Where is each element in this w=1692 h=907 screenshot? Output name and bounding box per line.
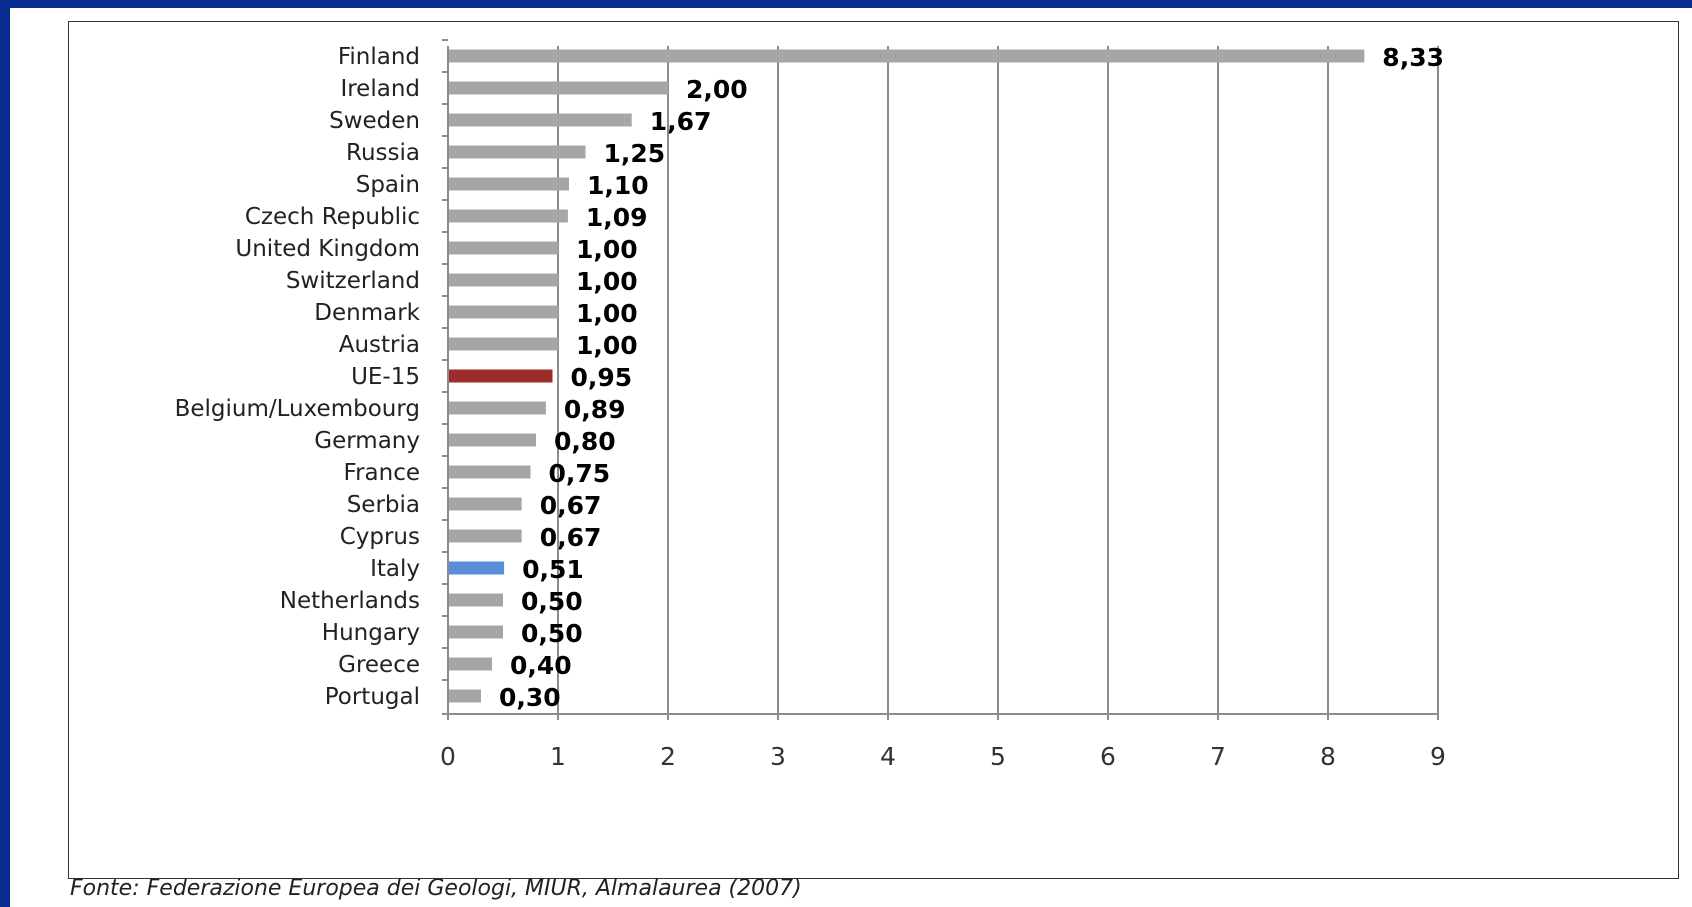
category-label: Italy	[370, 556, 420, 582]
category-label: Sweden	[329, 108, 420, 134]
category-label: Spain	[356, 172, 420, 198]
x-tick-label: 0	[440, 742, 456, 771]
value-label: 0,80	[554, 427, 616, 456]
category-label: Czech Republic	[245, 204, 420, 230]
slide: Finland Ireland Sweden Russia Spain Czech Rep…	[10, 8, 1692, 907]
category-label: United Kingdom	[235, 236, 420, 262]
x-tick-label: 8	[1320, 742, 1336, 771]
category-label: UE-15	[351, 364, 420, 390]
category-label: Ireland	[340, 76, 420, 102]
bar	[448, 113, 632, 127]
bar	[448, 529, 522, 543]
category-label: Greece	[338, 652, 420, 678]
value-label: 8,33	[1382, 43, 1444, 72]
bar	[448, 145, 586, 159]
value-label: 0,50	[521, 587, 583, 616]
gridlines	[557, 46, 1439, 714]
value-label: 1,00	[576, 267, 638, 296]
value-label: 0,51	[522, 555, 584, 584]
value-label: 1,00	[576, 299, 638, 328]
bar	[448, 241, 558, 255]
x-tick-label: 6	[1100, 742, 1116, 771]
x-tick-label: 3	[770, 742, 786, 771]
category-label: Switzerland	[286, 268, 420, 294]
bar	[448, 209, 568, 223]
x-tick-label: 4	[880, 742, 896, 771]
bar	[448, 81, 668, 95]
category-label: Netherlands	[280, 588, 420, 614]
bar	[448, 177, 569, 191]
value-label: 1,25	[604, 139, 666, 168]
value-label: 2,00	[686, 75, 748, 104]
bar	[448, 49, 1365, 63]
value-label: 1,10	[587, 171, 649, 200]
bar	[448, 433, 536, 447]
value-label: 0,67	[540, 523, 602, 552]
x-tick-label: 1	[550, 742, 566, 771]
value-label: 0,89	[564, 395, 626, 424]
category-label: Cyprus	[340, 524, 420, 550]
bar	[448, 401, 546, 415]
bar	[448, 689, 481, 703]
value-label: 0,75	[549, 459, 611, 488]
x-tick-label: 7	[1210, 742, 1226, 771]
bar	[448, 337, 558, 351]
value-label: 1,67	[650, 107, 712, 136]
category-label: Germany	[314, 428, 420, 454]
x-tick-label: 5	[990, 742, 1006, 771]
bar	[448, 305, 558, 319]
bar-chart: Finland Ireland Sweden Russia Spain Czech Rep…	[175, 39, 1446, 771]
value-label: 0,50	[521, 619, 583, 648]
value-label: 0,67	[540, 491, 602, 520]
x-tick-label: 9	[1430, 742, 1446, 771]
value-label: 0,40	[510, 651, 572, 680]
bar	[448, 465, 531, 479]
x-tick-label: 2	[660, 742, 676, 771]
bar	[448, 273, 558, 287]
bars	[448, 49, 1365, 703]
category-label: Austria	[339, 332, 420, 358]
value-labels: 8,33 2,00 1,67 1,25 1,10 1,09 1,00 1,00 1,00 1,00…	[499, 43, 1444, 712]
bar	[448, 593, 503, 607]
x-tick-labels: 0 1 2 3 4 5 6 7 8 9	[440, 742, 1446, 771]
category-label: France	[344, 460, 420, 486]
category-label: Belgium/Luxembourg	[175, 396, 420, 422]
category-label: Russia	[346, 140, 420, 166]
category-label: Portugal	[325, 684, 420, 710]
category-label: Serbia	[347, 492, 420, 518]
bar	[448, 369, 553, 383]
category-labels: Finland Ireland Sweden Russia Spain Czech Rep…	[175, 44, 421, 710]
category-label: Finland	[338, 44, 420, 70]
bar	[448, 561, 505, 575]
value-label: 1,00	[576, 331, 638, 360]
value-label: 1,09	[586, 203, 648, 232]
chart-frame	[68, 21, 1679, 879]
value-label: 0,95	[571, 363, 633, 392]
source-note: Fonte: Federazione Europea dei Geologi, …	[70, 876, 802, 901]
bar	[448, 497, 522, 511]
bar	[448, 625, 503, 639]
value-label: 1,00	[576, 235, 638, 264]
category-label: Denmark	[314, 300, 420, 326]
category-label: Hungary	[322, 620, 420, 646]
axes	[442, 39, 1439, 720]
value-label: 0,30	[499, 683, 561, 712]
bar	[448, 657, 492, 671]
